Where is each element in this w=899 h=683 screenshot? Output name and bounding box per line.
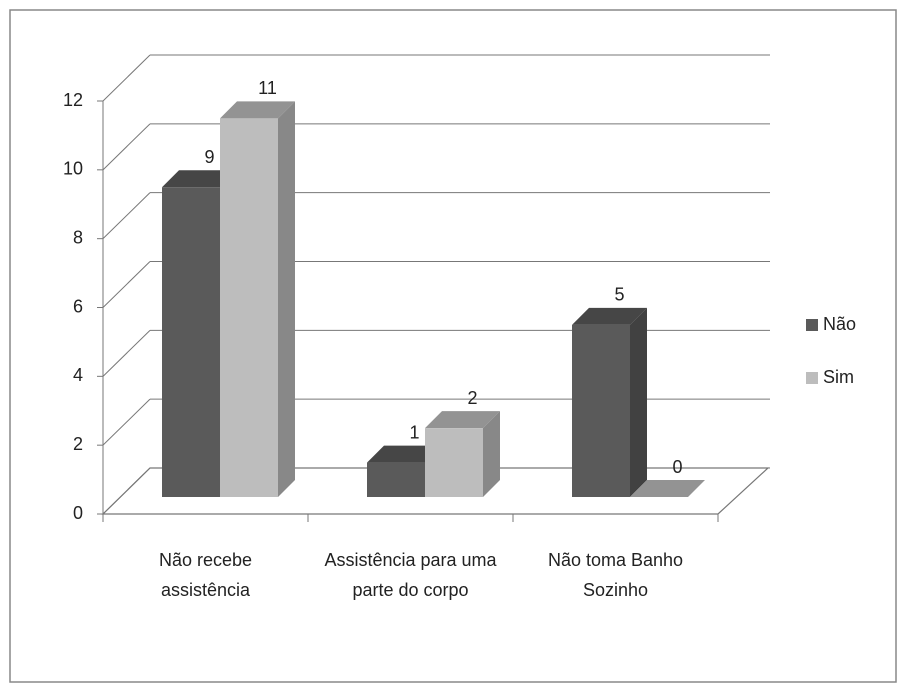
value-label: 1 bbox=[409, 422, 419, 442]
grid-line bbox=[102, 467, 151, 515]
bar bbox=[572, 324, 630, 497]
bar-top bbox=[220, 101, 295, 119]
value-label: 0 bbox=[672, 457, 682, 477]
grid-line bbox=[102, 261, 151, 308]
bar bbox=[220, 118, 278, 498]
bar bbox=[162, 187, 220, 497]
bar-top bbox=[162, 170, 237, 188]
bar-side bbox=[278, 101, 295, 498]
bar-top bbox=[367, 445, 442, 463]
bar-side bbox=[630, 307, 647, 497]
value-label: 11 bbox=[258, 78, 277, 98]
grid-line bbox=[102, 123, 151, 171]
bar-side bbox=[483, 411, 500, 497]
legend-label: Sim bbox=[823, 367, 854, 387]
y-tick-label: 0 bbox=[73, 503, 83, 523]
x-tick-label: Assistência para uma parte do corpo bbox=[324, 550, 497, 600]
y-tick-label: 2 bbox=[73, 434, 83, 454]
bar-top bbox=[425, 411, 500, 429]
grid-line bbox=[102, 398, 151, 446]
value-label: 2 bbox=[467, 388, 477, 408]
bar-top bbox=[630, 480, 705, 497]
bar bbox=[425, 428, 483, 497]
legend-swatch bbox=[806, 319, 818, 331]
value-label: 9 bbox=[204, 147, 214, 167]
y-tick-label: 4 bbox=[73, 365, 83, 385]
grid-line bbox=[102, 54, 151, 102]
y-tick-label: 12 bbox=[63, 90, 83, 110]
legend-label: Não bbox=[823, 314, 856, 334]
y-tick-label: 8 bbox=[73, 227, 83, 247]
bar-top bbox=[572, 307, 647, 325]
x-tick-label: Não toma Banho Sozinho bbox=[547, 550, 684, 600]
y-tick-label: 6 bbox=[73, 296, 83, 316]
bar bbox=[367, 462, 425, 497]
grid-line bbox=[102, 192, 151, 240]
value-label: 5 bbox=[614, 285, 624, 305]
x-tick-label: Não recebe assistência bbox=[158, 550, 253, 600]
y-tick-label: 10 bbox=[63, 159, 83, 179]
legend-swatch bbox=[806, 372, 818, 384]
grid-line bbox=[102, 329, 151, 377]
chart-border bbox=[9, 9, 897, 683]
